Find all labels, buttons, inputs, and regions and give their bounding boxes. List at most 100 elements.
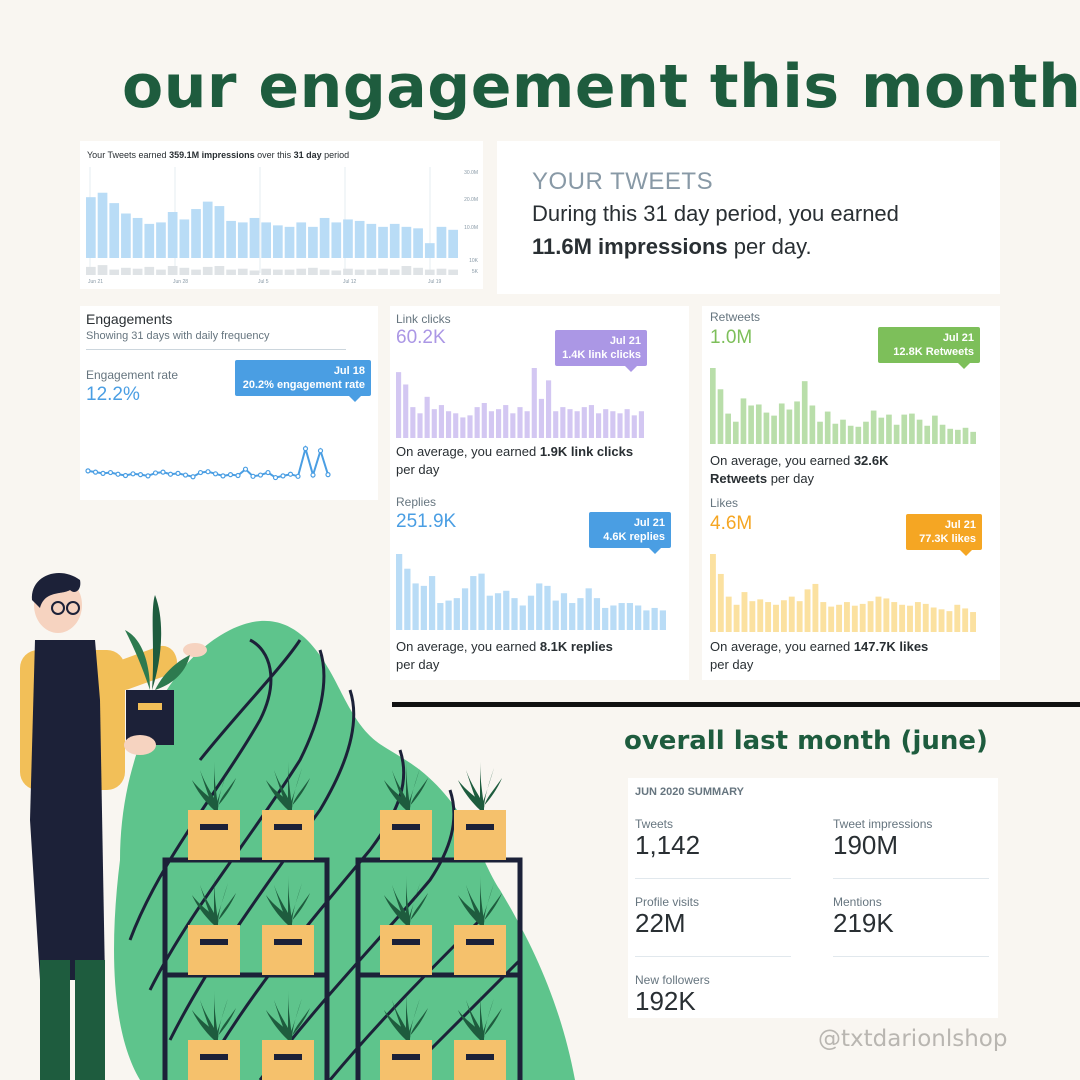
profile-visits-label: Profile visits: [635, 895, 700, 909]
bar: [553, 411, 559, 438]
bar: [531, 368, 537, 438]
impressions-bar: [448, 229, 458, 258]
bar: [467, 415, 473, 438]
bar: [631, 415, 637, 438]
bar: [717, 573, 724, 632]
secondary-bar: [121, 267, 131, 275]
engagement-point: [220, 473, 226, 479]
june-summary-card: JUN 2020 SUMMARY Tweets 1,142 Tweet impr…: [628, 778, 998, 1018]
gardener-with-plant-shelf-illustration: [20, 572, 576, 1080]
plant-pot: [454, 925, 506, 975]
y-tick-label: 20.0M: [464, 197, 478, 203]
secondary-bar: [389, 269, 400, 275]
bar: [886, 414, 892, 444]
bar: [801, 381, 808, 444]
bar: [851, 605, 858, 632]
y-tick-label: 30.0M: [464, 170, 478, 176]
plant-leaf: [480, 893, 502, 925]
engagements-subtitle-rule: [86, 349, 346, 350]
plant-leaf: [384, 895, 410, 925]
bar: [404, 568, 411, 630]
impressions-bar: [144, 223, 155, 258]
secondary-bar: [413, 267, 423, 275]
pot-label: [392, 939, 420, 945]
bar: [875, 596, 882, 632]
caption-suffix: period: [321, 150, 350, 160]
impressions-bar: [308, 226, 318, 258]
bar: [962, 608, 969, 632]
engagement-point: [227, 472, 234, 478]
replies-tooltip-text: 4.6K replies: [603, 531, 665, 543]
retweets-avg-value: 32.6K: [853, 453, 889, 468]
bar: [524, 411, 530, 438]
bar: [438, 405, 444, 438]
engagement-point: [325, 472, 331, 478]
plant-pot: [454, 810, 506, 860]
pot-label: [392, 824, 420, 830]
replies-bar-chart: [396, 554, 666, 630]
retweets-label: Retweets: [710, 310, 761, 324]
impressions-bar: [237, 222, 248, 258]
bar: [496, 409, 502, 438]
bar: [893, 424, 900, 444]
plant-leaf: [274, 770, 292, 810]
bar: [909, 413, 915, 444]
replies-avg-value: 8.1K replies: [539, 639, 613, 654]
retweets-bar-chart: [710, 368, 976, 444]
plant-leaf: [480, 1008, 502, 1040]
impressions-bar: [179, 219, 190, 258]
bar: [901, 414, 908, 444]
plant-leaf: [392, 885, 410, 925]
plant-leaf: [192, 1010, 218, 1040]
engagement-tooltip-text: 20.2% engagement rate: [242, 379, 365, 391]
plant-leaf: [384, 1010, 410, 1040]
last-month-heading: overall last month (june): [624, 726, 988, 756]
engagement-point: [152, 470, 159, 476]
replies-avg-prefix: On average, you earned: [396, 639, 540, 654]
plant-leaf: [458, 1010, 484, 1040]
plant-leaf: [192, 780, 218, 810]
bar: [773, 604, 779, 632]
bar: [867, 601, 874, 632]
plant-leaf: [266, 895, 292, 925]
secondary-bar: [214, 266, 225, 275]
secondary-bar: [331, 270, 342, 275]
secondary-bar: [273, 269, 283, 275]
bar: [544, 585, 551, 630]
plant-leaf: [406, 875, 410, 925]
plant-leaf: [274, 885, 292, 925]
bar: [955, 429, 961, 444]
bar: [437, 603, 444, 630]
engagement-rate-line-chart: [85, 444, 331, 481]
bar: [431, 409, 437, 438]
bar: [626, 603, 634, 630]
secondary-bar: [308, 267, 318, 275]
bar: [624, 409, 630, 438]
bar: [546, 380, 552, 438]
plant-leaf: [214, 990, 218, 1040]
impressions-bar: [378, 226, 388, 258]
bar: [453, 413, 459, 438]
impressions-bar: [389, 223, 400, 258]
bar: [552, 600, 559, 630]
bar: [883, 598, 890, 632]
account-handle: @txtdarionlshop: [818, 1026, 1008, 1052]
engagement-rate-value: 12.2%: [86, 384, 140, 405]
impressions-bar: [343, 219, 353, 258]
plant-leaf: [192, 895, 218, 925]
bar: [878, 417, 885, 444]
link-clicks-label: Link clicks: [396, 312, 451, 326]
your-tweets-heading: YOUR TWEETS: [532, 168, 714, 195]
profile-visits-value: 22M: [635, 908, 686, 938]
bar: [635, 605, 642, 630]
impressions-bar: [296, 222, 307, 258]
bar: [939, 424, 946, 444]
replies-tooltip: Jul 21 4.6K replies: [589, 512, 671, 554]
x-tick-label: Jul 12: [343, 279, 357, 285]
bar: [596, 413, 602, 438]
bar: [891, 602, 898, 632]
bar: [536, 583, 543, 630]
impressions-bar: [436, 226, 447, 258]
plant-leaf: [288, 778, 310, 810]
engagement-point: [122, 472, 129, 479]
